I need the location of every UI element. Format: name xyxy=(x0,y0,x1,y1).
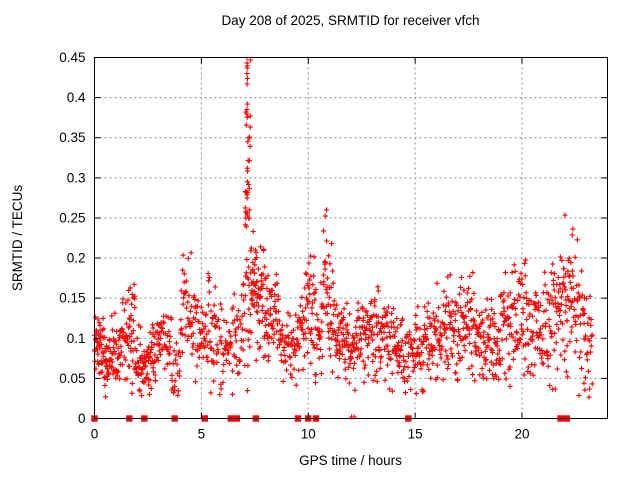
y-tick-label: 0.15 xyxy=(59,291,85,306)
x-tick-label: 0 xyxy=(91,427,99,442)
x-tick-label: 15 xyxy=(408,427,423,442)
y-tick-label: 0.3 xyxy=(67,170,86,185)
x-tick-label: 5 xyxy=(198,427,206,442)
y-tick-label: 0.2 xyxy=(67,251,86,266)
y-tick-label: 0.05 xyxy=(59,371,85,386)
y-tick-label: 0.1 xyxy=(67,331,86,346)
x-tick-label: 20 xyxy=(514,427,529,442)
chart-title: Day 208 of 2025, SRMTID for receiver vfc… xyxy=(221,13,480,28)
y-tick-label: 0.35 xyxy=(59,130,85,145)
y-tick-label: 0.4 xyxy=(67,90,86,105)
y-tick-label: 0.45 xyxy=(59,50,85,65)
y-tick-label: 0.25 xyxy=(59,210,85,225)
x-tick-label: 10 xyxy=(301,427,316,442)
x-axis-label: GPS time / hours xyxy=(299,453,402,468)
y-tick-label: 0 xyxy=(78,411,86,426)
